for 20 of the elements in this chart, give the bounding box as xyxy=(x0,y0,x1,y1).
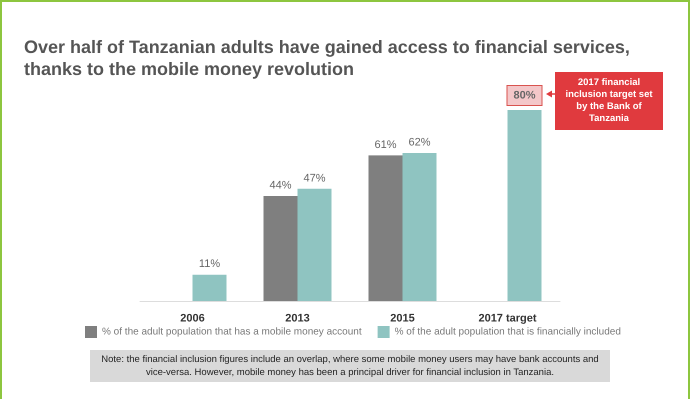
bar xyxy=(368,155,402,301)
data-label: 47% xyxy=(303,172,326,184)
bar xyxy=(402,152,436,301)
bar xyxy=(264,196,298,301)
text: Note: the financial inclusion figures include an overlap, where some mobile money users may have bank accounts and vice-versa. However, mobile money has been a principal driver for financial inclusion in Tanzania. xyxy=(90,350,610,382)
x-tick-label: 2017 target xyxy=(478,312,537,324)
bar xyxy=(192,274,226,301)
legend-label: % of the adult population that is financially included xyxy=(394,326,621,338)
data-label: 11% xyxy=(198,258,220,270)
x-tick-label: 2013 xyxy=(285,312,310,324)
data-label: 44% xyxy=(269,179,292,192)
data-label: 80% xyxy=(513,90,536,102)
legend-label: % of the adult population that has a mobile money account xyxy=(102,326,362,338)
bar xyxy=(508,110,542,301)
bar xyxy=(298,188,332,301)
x-tick-label: 2015 xyxy=(390,312,415,324)
data-label: 62% xyxy=(408,136,431,148)
x-tick-label: 2006 xyxy=(180,312,205,324)
text: 2017 financial inclusion target set by the Bank of Tanzania xyxy=(555,72,663,130)
data-label: 61% xyxy=(374,138,397,151)
